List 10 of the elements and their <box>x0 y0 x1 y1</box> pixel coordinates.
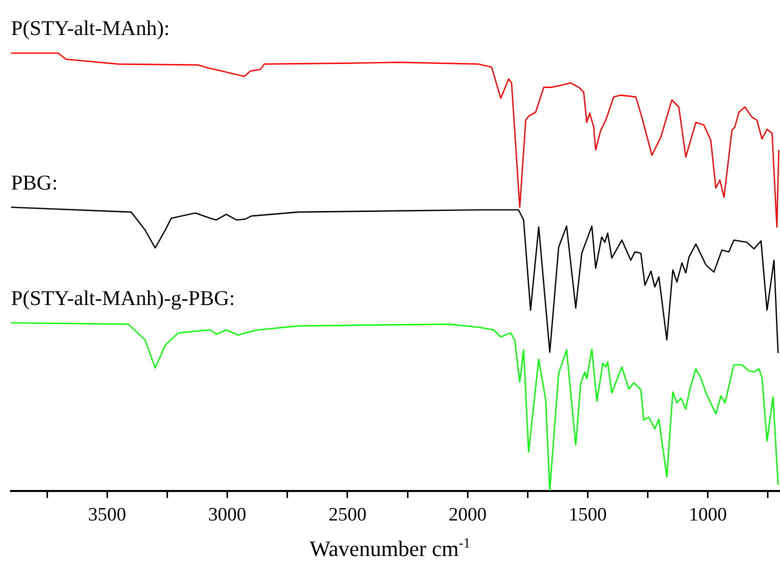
x-tick-label: 1000 <box>688 504 727 526</box>
x-tick-label: 2500 <box>328 504 366 526</box>
series-label: P(STY-alt-MAnh): <box>11 16 170 40</box>
x-tick-label: 3500 <box>88 504 126 526</box>
series-label: P(STY-alt-MAnh)-g-PBG: <box>11 286 235 310</box>
series-label: PBG: <box>11 170 58 194</box>
x-tick-label: 2000 <box>448 504 487 526</box>
x-axis-title: Wavenumber cm$^{-1}$ <box>308 536 472 562</box>
x-tick-label: 1500 <box>568 504 607 526</box>
x-tick-label: 3000 <box>208 504 246 526</box>
